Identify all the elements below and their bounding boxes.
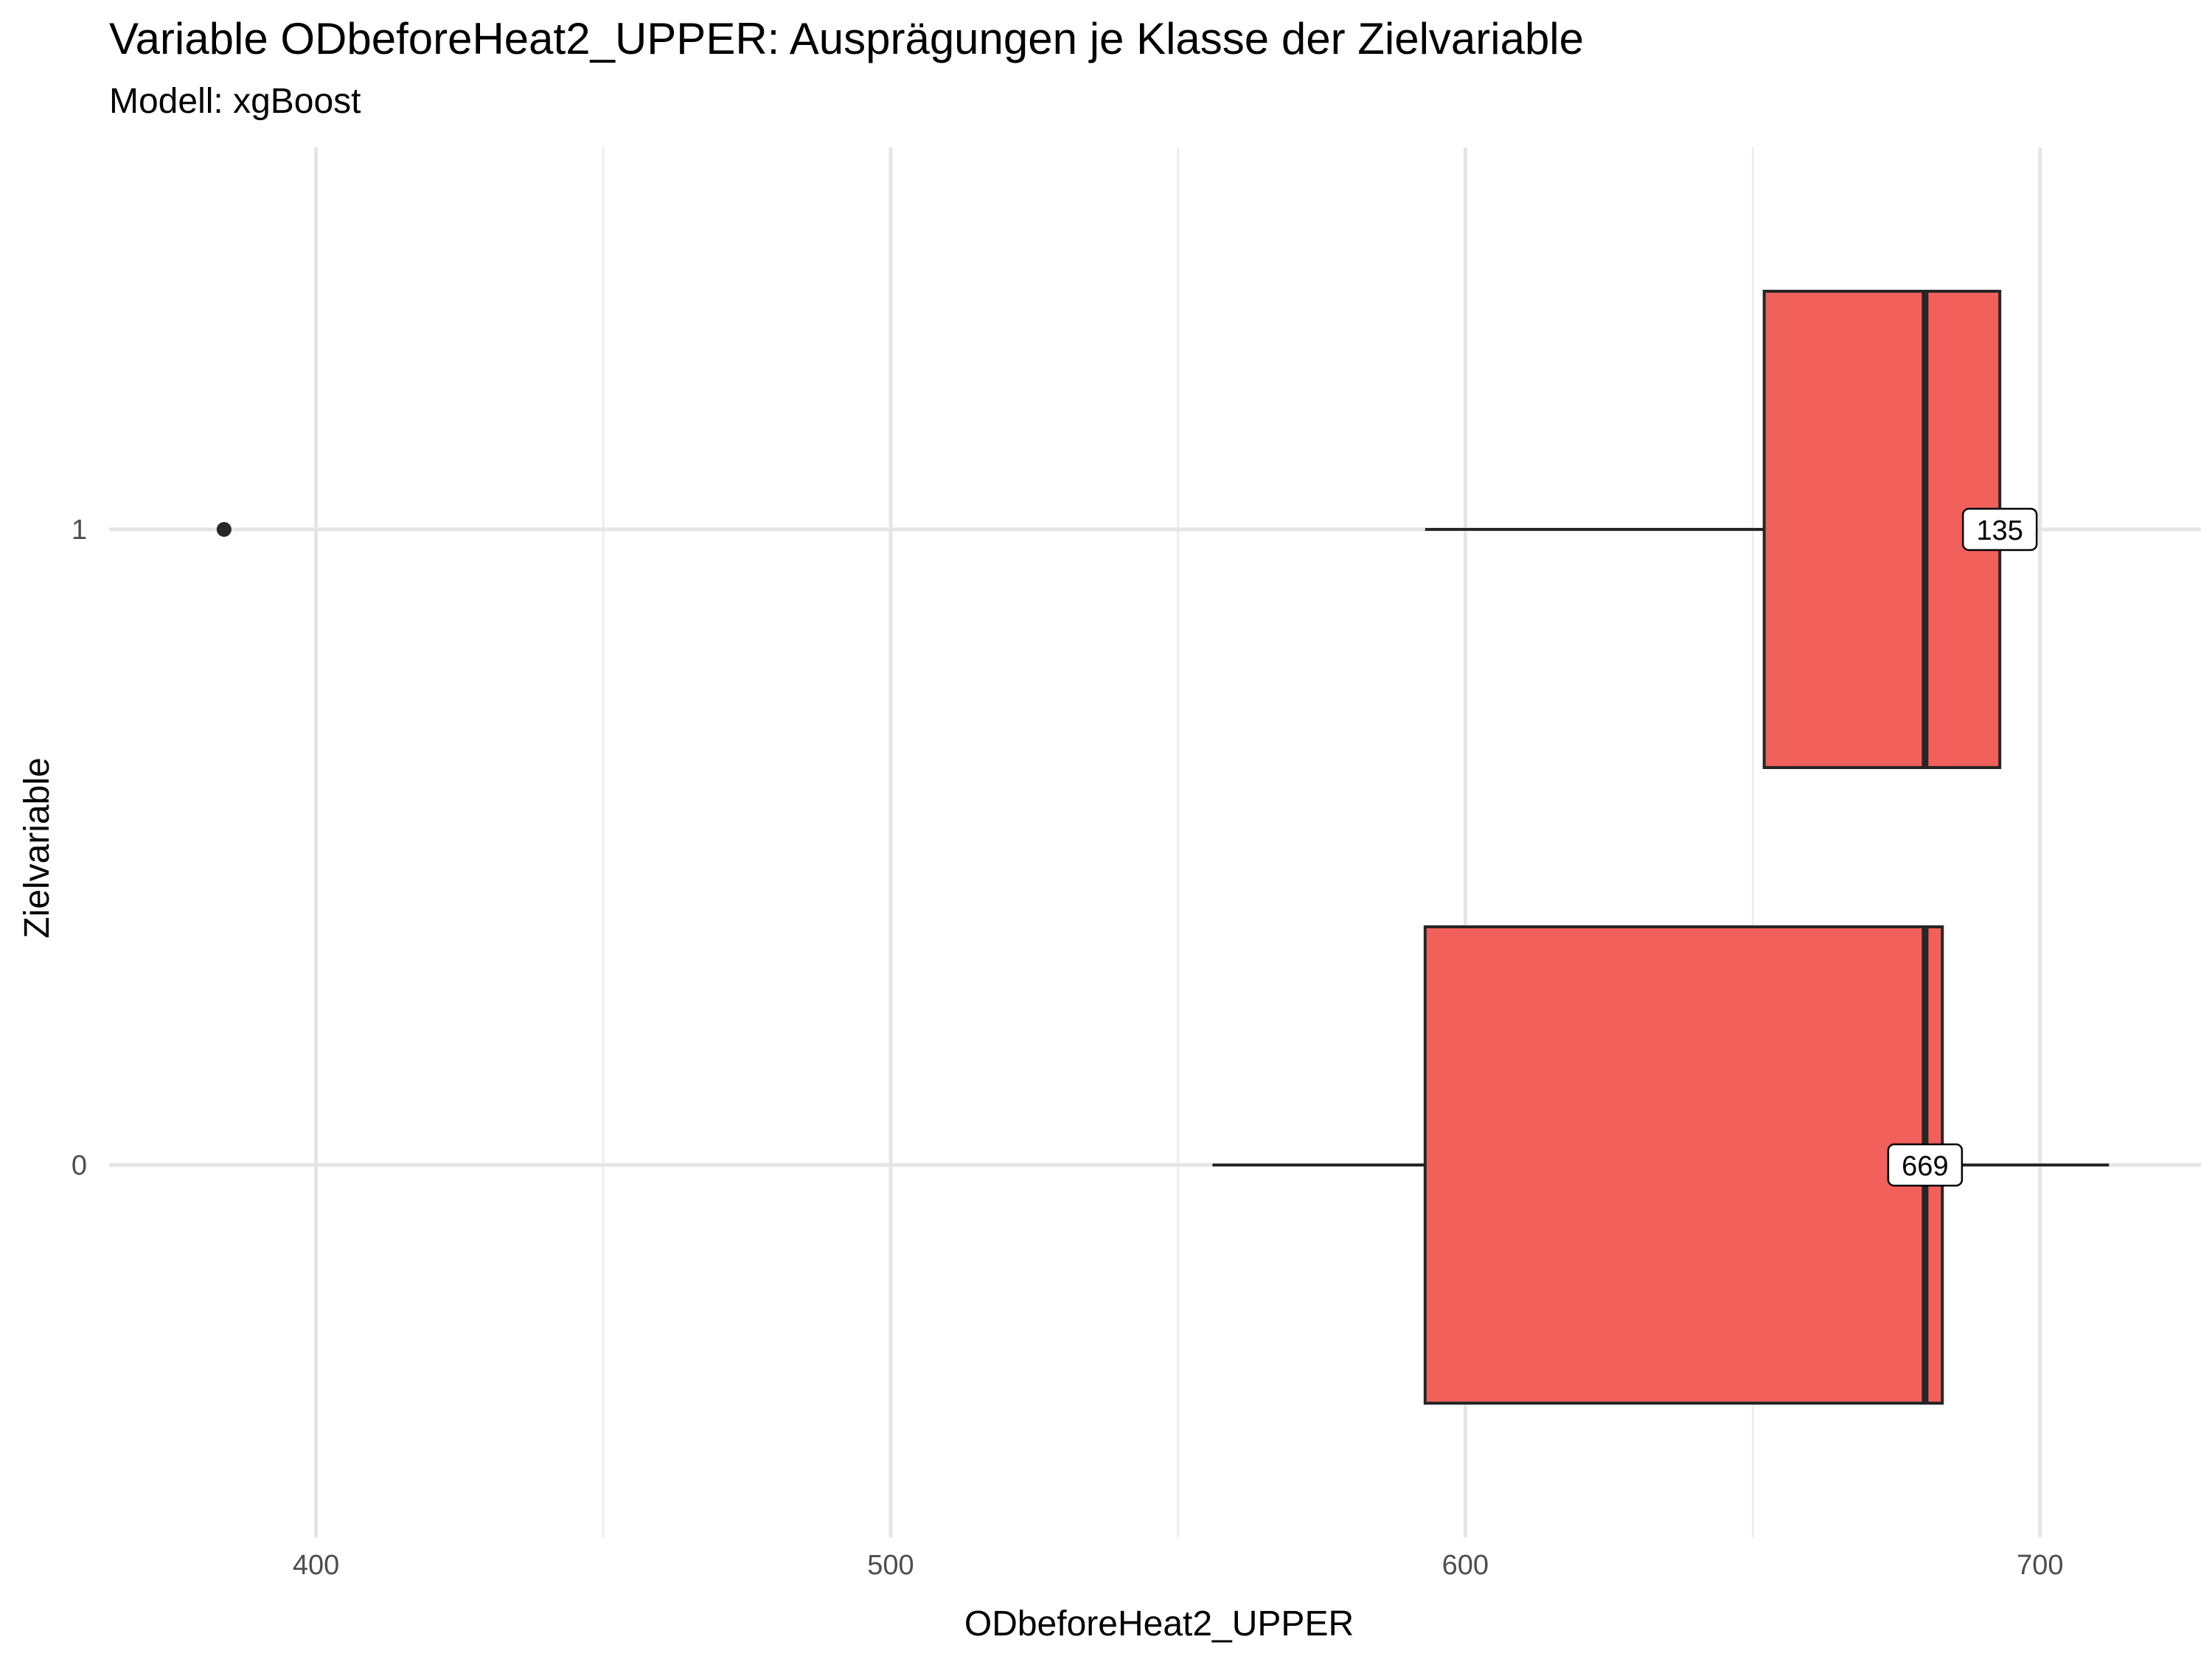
box-group: 669 135 <box>216 290 2110 1405</box>
x-axis-ticks: 400 500 600 700 <box>293 1550 2064 1581</box>
count-label: 135 <box>1961 507 2038 552</box>
count-label-text: 669 <box>1902 1151 1948 1182</box>
y-axis-title: Zielvariable <box>18 757 57 938</box>
x-tick-label: 500 <box>867 1550 914 1581</box>
box-iqr <box>1762 290 2002 769</box>
count-label-text: 135 <box>1977 515 2023 546</box>
chart-title: Variable ODbeforeHeat2_UPPER: Ausprägung… <box>109 14 1585 63</box>
y-tick-label: 0 <box>72 1150 87 1181</box>
y-tick-label: 1 <box>72 515 87 546</box>
count-label-box <box>1887 1143 1964 1187</box>
chart-subtitle: Modell: xgBoost <box>109 82 361 121</box>
box-category-0: 669 <box>1212 925 2110 1405</box>
box-category-1: 135 <box>216 290 2038 769</box>
outlier-point <box>216 522 232 537</box>
x-tick-label: 600 <box>1442 1550 1489 1581</box>
count-label: 669 <box>1887 1143 1964 1187</box>
x-axis-title: ODbeforeHeat2_UPPER <box>964 1604 1354 1644</box>
count-label-box <box>1961 507 2038 552</box>
y-axis-ticks: 01 <box>72 515 87 1181</box>
x-tick-label: 400 <box>293 1550 339 1581</box>
x-tick-label: 700 <box>2017 1550 2063 1581</box>
box-iqr <box>1423 925 1944 1405</box>
